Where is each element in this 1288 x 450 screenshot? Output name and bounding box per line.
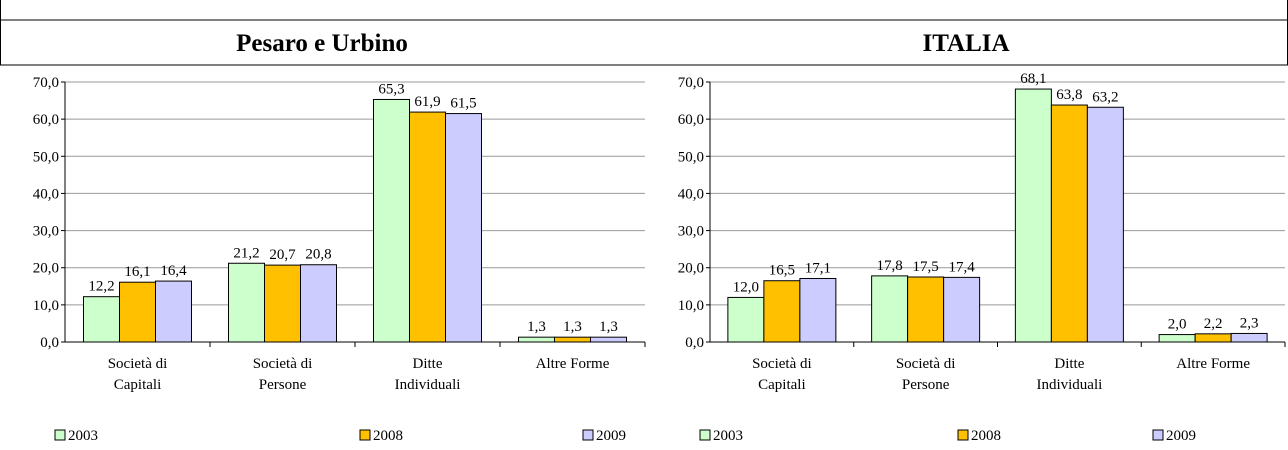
value-label: 16,4 — [160, 263, 187, 279]
y-tick-label: 40,0 — [33, 186, 59, 202]
x-tick-label: Società di Persone — [252, 356, 313, 393]
x-tick-label-box: Società di Persone — [895, 356, 956, 393]
value-label: 2,3 — [1240, 315, 1259, 331]
y-tick-label: 10,0 — [33, 298, 59, 314]
value-label: 63,2 — [1092, 89, 1118, 105]
bar — [228, 262, 265, 343]
value-label: 17,4 — [949, 259, 976, 275]
bar — [871, 275, 909, 343]
y-tick-label: 50,0 — [33, 149, 59, 165]
bar — [590, 336, 627, 343]
value-label: 63,8 — [1056, 87, 1082, 103]
legend-swatch — [359, 429, 371, 441]
bar — [83, 296, 120, 343]
value-label: 17,8 — [877, 258, 903, 274]
value-label: 2,2 — [1204, 316, 1223, 332]
legend-swatch — [699, 429, 711, 441]
value-label: 17,1 — [805, 260, 831, 276]
y-tick-label: 70,0 — [33, 75, 59, 91]
x-tick-label: Altre Forme — [1176, 356, 1250, 372]
value-label: 1,3 — [563, 319, 582, 335]
value-label: 20,7 — [269, 247, 296, 263]
y-tick-label: 40,0 — [678, 186, 704, 202]
chart-title: Pesaro e Urbino — [236, 30, 408, 57]
bar — [1050, 104, 1088, 343]
x-tick-label-box: Ditte Individuali — [1036, 356, 1103, 393]
bar — [727, 296, 765, 343]
x-tick-label-box: Società di Persone — [252, 356, 313, 393]
value-label: 1,3 — [527, 319, 546, 335]
y-tick-label: 70,0 — [678, 75, 704, 91]
bar — [1086, 106, 1124, 343]
legend-swatch — [957, 429, 969, 441]
x-tick-label-box: Ditte Individuali — [394, 356, 461, 393]
legend-swatch — [1152, 429, 1164, 441]
value-label: 16,1 — [124, 264, 150, 280]
bar — [518, 336, 555, 343]
bar — [1158, 334, 1196, 343]
x-tick-label: Ditte Individuali — [394, 356, 461, 393]
bar — [799, 277, 837, 343]
y-tick-label: 0,0 — [685, 335, 704, 351]
value-label: 61,9 — [414, 94, 440, 110]
legend-swatch — [54, 429, 66, 441]
value-label: 16,5 — [769, 263, 795, 279]
value-label: 68,1 — [1020, 71, 1046, 87]
top-strip — [0, 0, 1288, 21]
legend-label: 2009 — [1166, 428, 1196, 444]
value-label: 21,2 — [233, 245, 259, 261]
value-label: 61,5 — [450, 96, 476, 112]
bar — [1230, 332, 1268, 343]
bar — [907, 276, 945, 343]
x-tick-label-box: Altre Forme — [535, 356, 610, 372]
x-tick-label: Altre Forme — [535, 356, 610, 372]
legend-swatch — [582, 429, 594, 441]
value-label: 12,2 — [88, 279, 114, 295]
x-tick-label: Ditte Individuali — [1036, 356, 1103, 393]
x-tick-label-box: Società di Capitali — [752, 356, 812, 393]
value-label: 20,8 — [305, 247, 331, 263]
value-label: 65,3 — [378, 81, 404, 97]
x-tick-label: Società di Capitali — [752, 356, 812, 393]
bar — [373, 98, 410, 343]
y-tick-label: 50,0 — [678, 149, 704, 165]
y-tick-label: 60,0 — [678, 112, 704, 128]
header-row — [0, 19, 1288, 66]
bar — [300, 264, 337, 343]
legend-label: 2009 — [596, 428, 626, 444]
y-tick-label: 20,0 — [678, 261, 704, 277]
y-tick-label: 0,0 — [40, 335, 59, 351]
legend-label: 2003 — [68, 428, 98, 444]
bar — [119, 281, 156, 343]
x-tick-label-box: Società di Capitali — [107, 356, 168, 393]
legend-label: 2003 — [713, 428, 743, 444]
value-label: 17,5 — [913, 259, 939, 275]
y-tick-label: 60,0 — [33, 112, 59, 128]
bar — [264, 264, 301, 343]
bar — [409, 111, 446, 343]
bar — [943, 276, 981, 343]
bar — [155, 280, 192, 343]
x-tick-label: Società di Persone — [895, 356, 956, 393]
bar — [1194, 333, 1232, 343]
y-tick-label: 30,0 — [678, 224, 704, 240]
x-tick-label-box: Altre Forme — [1176, 356, 1250, 372]
bar — [763, 280, 801, 343]
legend-label: 2008 — [971, 428, 1001, 444]
chart-title: ITALIA — [922, 30, 1009, 57]
value-label: 12,0 — [733, 279, 759, 295]
legend-label: 2008 — [373, 428, 403, 444]
bar — [1014, 88, 1052, 343]
bar — [445, 113, 482, 343]
x-tick-label: Società di Capitali — [107, 356, 168, 393]
value-label: 1,3 — [599, 319, 618, 335]
value-label: 2,0 — [1168, 317, 1187, 333]
y-tick-label: 10,0 — [678, 298, 704, 314]
y-tick-label: 30,0 — [33, 224, 59, 240]
y-tick-label: 20,0 — [33, 261, 59, 277]
bar — [554, 336, 591, 343]
